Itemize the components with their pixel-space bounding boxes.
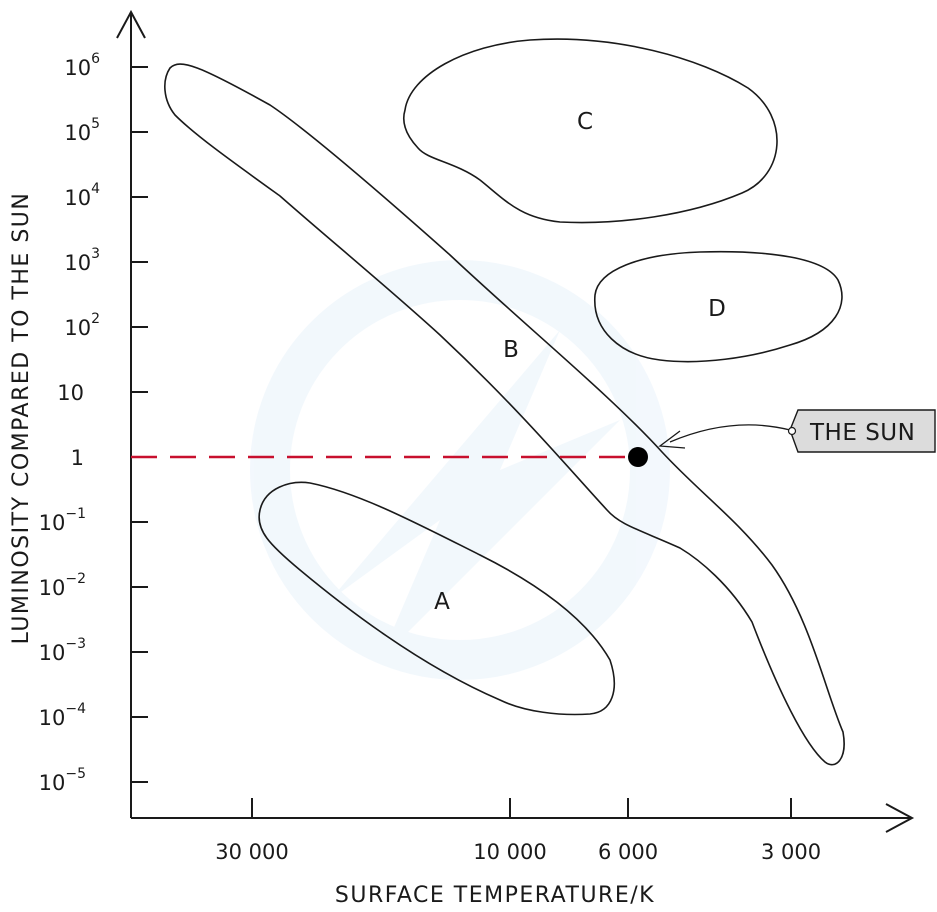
y-tick-label: 105 xyxy=(64,116,100,145)
y-tick-label: 106 xyxy=(64,51,100,80)
region-a-label: A xyxy=(434,589,450,615)
y-tick-label: 1 xyxy=(71,446,84,470)
region-c-label: C xyxy=(577,109,593,135)
y-tick-label: 10−4 xyxy=(39,701,86,730)
y-tick-label: 10 xyxy=(57,381,84,405)
y-tick-label: 103 xyxy=(64,246,100,275)
x-tick-label: 3 000 xyxy=(761,840,821,864)
y-tick-label: 10−5 xyxy=(39,766,86,795)
x-axis-ticks xyxy=(252,798,791,818)
callout-pointer xyxy=(670,425,790,442)
sun-callout-label: THE SUN xyxy=(809,420,915,446)
y-axis-tick-labels: 106 105 104 103 102 10 1 10−1 10−2 10−3 … xyxy=(39,51,100,795)
watermark-logo xyxy=(270,280,650,660)
x-axis-title: SURFACE TEMPERATURE/K xyxy=(335,883,655,908)
y-axis-ticks xyxy=(131,67,148,782)
x-tick-label: 30 000 xyxy=(215,840,288,864)
y-tick-label: 102 xyxy=(64,311,100,340)
x-axis-tick-labels: 30 000 10 000 6 000 3 000 xyxy=(215,840,821,864)
sun-callout: THE SUN xyxy=(660,410,935,452)
y-tick-label: 10−3 xyxy=(39,636,86,665)
x-tick-label: 6 000 xyxy=(598,840,658,864)
region-b-label: B xyxy=(503,337,519,363)
region-d-label: D xyxy=(708,296,726,322)
callout-hole xyxy=(789,428,796,435)
sun-marker xyxy=(628,447,648,467)
y-tick-label: 104 xyxy=(64,181,100,210)
x-tick-label: 10 000 xyxy=(473,840,546,864)
y-axis-title: LUMINOSITY COMPARED TO THE SUN xyxy=(9,192,34,645)
y-tick-label: 10−1 xyxy=(39,506,86,535)
y-tick-label: 10−2 xyxy=(39,571,86,600)
